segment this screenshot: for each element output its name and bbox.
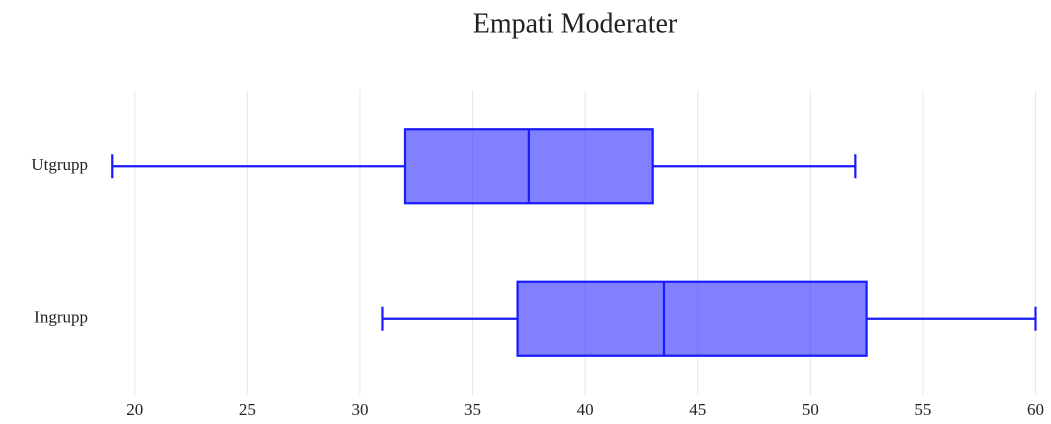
x-tick-label: 25 xyxy=(239,400,256,419)
box xyxy=(516,280,868,357)
x-tick-label: 40 xyxy=(577,400,594,419)
x-tick-label: 45 xyxy=(689,400,706,419)
chart-title: Empati Moderater xyxy=(473,8,678,39)
x-tick-label: 30 xyxy=(351,400,368,419)
x-tick-label: 55 xyxy=(914,400,931,419)
y-tick-label: Ingrupp xyxy=(34,308,88,327)
x-tick-label: 50 xyxy=(802,400,819,419)
x-tick-label: 35 xyxy=(464,400,481,419)
x-tick-label: 60 xyxy=(1027,400,1044,419)
x-tick-label: 20 xyxy=(126,400,143,419)
y-tick-label: Utgrupp xyxy=(31,155,88,174)
